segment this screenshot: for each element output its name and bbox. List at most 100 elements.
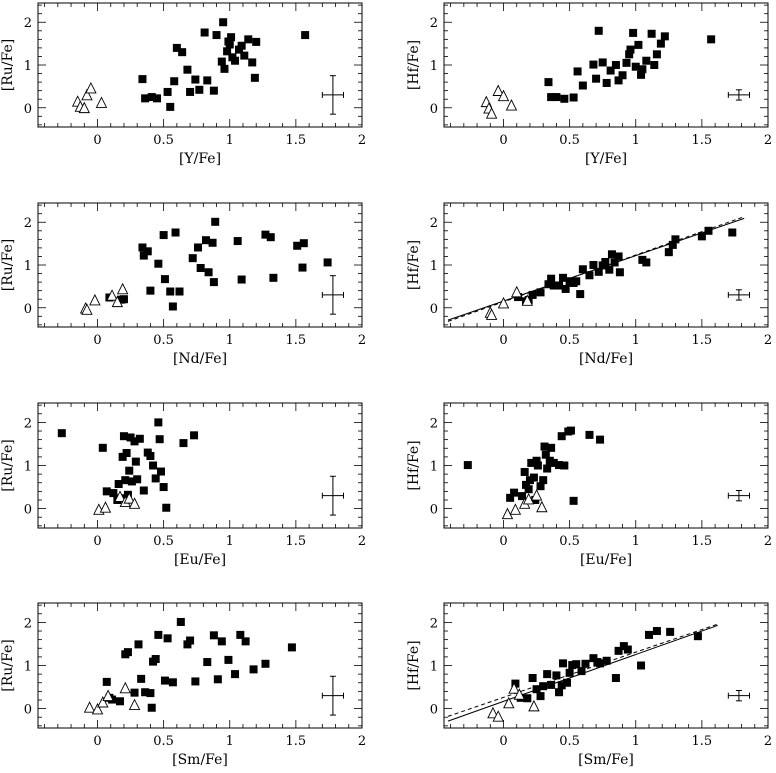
data-point-open-triangle	[511, 285, 523, 298]
x-axis-label: [Eu/Fe]	[580, 552, 632, 568]
x-tick-label: 2	[764, 133, 772, 148]
data-point-filled-square	[523, 694, 532, 703]
data-point-filled-square	[539, 476, 548, 485]
data-point-open-triangle	[83, 701, 96, 713]
data-point-filled-square	[261, 230, 270, 239]
data-point-filled-square	[159, 231, 168, 240]
data-point-filled-square	[671, 235, 680, 244]
data-point-filled-square	[611, 674, 620, 682]
data-point-open-triangle	[528, 699, 540, 712]
data-point-filled-square	[237, 41, 246, 50]
data-point-filled-square	[544, 280, 553, 289]
data-point-filled-square	[532, 456, 541, 465]
data-point-filled-square	[529, 473, 538, 482]
data-point-filled-square	[585, 271, 594, 280]
data-point-filled-square	[596, 435, 605, 444]
x-tick-label: 0.5	[559, 734, 580, 749]
data-point-open-triangle	[99, 501, 112, 513]
data-point-filled-square	[511, 679, 520, 688]
data-point-filled-square	[543, 464, 552, 473]
error-bar	[727, 289, 750, 301]
data-point-open-triangle	[111, 295, 124, 308]
data-point-filled-square	[549, 281, 558, 290]
data-point-filled-square	[637, 661, 646, 670]
data-point-filled-square	[614, 252, 623, 261]
data-point-filled-square	[159, 483, 168, 492]
x-tick-label: 0	[499, 734, 507, 749]
y-tick-label: 1	[24, 59, 32, 74]
y-axis-label: [Ru/Fe]	[0, 639, 16, 691]
y-tick-label: 1	[24, 259, 32, 274]
plot-frame	[443, 402, 769, 529]
data-point-filled-square	[615, 268, 624, 277]
data-point-filled-square	[536, 288, 545, 297]
panel-5: 0 0.5 1 1.5 2 0 1 2 [Eu/Fe] [Ru/Fe]	[0, 402, 366, 568]
data-point-filled-square	[594, 26, 603, 35]
y-tick-label: 2	[24, 616, 32, 631]
error-bar	[321, 475, 344, 516]
error-bar	[727, 690, 750, 702]
data-point-open-triangle	[485, 308, 498, 320]
data-point-filled-square	[652, 627, 661, 636]
data-point-filled-square	[119, 432, 128, 441]
y-axis-label: [Hf/Fe]	[406, 440, 422, 490]
data-point-open-triangle	[505, 99, 518, 111]
x-tick-label: 0.5	[559, 133, 580, 148]
data-point-open-triangle	[114, 490, 126, 502]
data-point-filled-square	[166, 287, 175, 296]
data-point-open-triangle	[509, 503, 522, 515]
data-point-filled-square	[98, 443, 107, 452]
x-tick-label: 1.5	[286, 534, 307, 549]
data-point-filled-square	[578, 265, 587, 274]
data-point-open-triangle	[97, 695, 109, 708]
data-point-filled-square	[156, 467, 165, 476]
y-tick-label: 2	[430, 16, 438, 31]
data-point-filled-square	[559, 659, 568, 668]
data-point-filled-square	[119, 295, 128, 304]
x-axis-label: [Eu/Fe]	[174, 552, 226, 568]
data-point-filled-square	[123, 648, 132, 657]
panel-3: 0 0.5 1 1.5 2 0 1 2 [Nd/Fe] [Ru/Fe]	[0, 202, 366, 367]
data-point-filled-square	[125, 466, 134, 475]
data-point-open-triangle	[78, 101, 91, 114]
x-tick-label: 0	[499, 133, 507, 148]
data-point-filled-square	[536, 692, 545, 701]
y-tick-label: 1	[24, 660, 32, 675]
data-point-filled-square	[154, 630, 163, 639]
data-point-filled-square	[520, 467, 529, 476]
data-point-open-triangle	[497, 89, 510, 102]
x-tick-label: 0.5	[559, 534, 580, 549]
x-axis-label: [Sm/Fe]	[578, 752, 634, 768]
data-point-filled-square	[135, 434, 144, 443]
data-point-filled-square	[607, 250, 616, 259]
data-point-filled-square	[552, 93, 561, 102]
y-tick-label: 0	[24, 703, 32, 718]
data-point-filled-square	[506, 493, 515, 502]
data-point-filled-square	[652, 50, 661, 59]
data-point-filled-square	[109, 489, 118, 498]
data-point-filled-square	[566, 426, 575, 435]
data-point-open-triangle	[522, 492, 535, 505]
data-point-filled-square	[236, 630, 245, 639]
data-point-filled-square	[704, 226, 713, 235]
data-point-filled-square	[188, 254, 197, 263]
data-point-filled-square	[138, 75, 147, 84]
data-point-filled-square	[154, 259, 163, 268]
data-point-filled-square	[146, 689, 155, 698]
data-point-filled-square	[555, 461, 564, 470]
data-point-open-triangle	[102, 689, 114, 701]
data-point-filled-square	[626, 45, 635, 54]
x-tick-label: 0	[93, 333, 101, 348]
y-axis-label: [Hf/Fe]	[406, 40, 422, 90]
data-point-filled-square	[572, 660, 581, 669]
data-point-filled-square	[141, 94, 150, 103]
data-point-filled-square	[172, 43, 181, 52]
data-point-filled-square	[618, 71, 627, 80]
data-point-filled-square	[146, 286, 155, 295]
y-axis-label: [Hf/Fe]	[406, 640, 422, 690]
data-point-filled-square	[266, 233, 275, 242]
y-tick-label: 0	[430, 102, 438, 117]
data-point-filled-square	[644, 630, 653, 639]
data-point-filled-square	[697, 232, 706, 241]
data-point-filled-square	[141, 688, 150, 697]
